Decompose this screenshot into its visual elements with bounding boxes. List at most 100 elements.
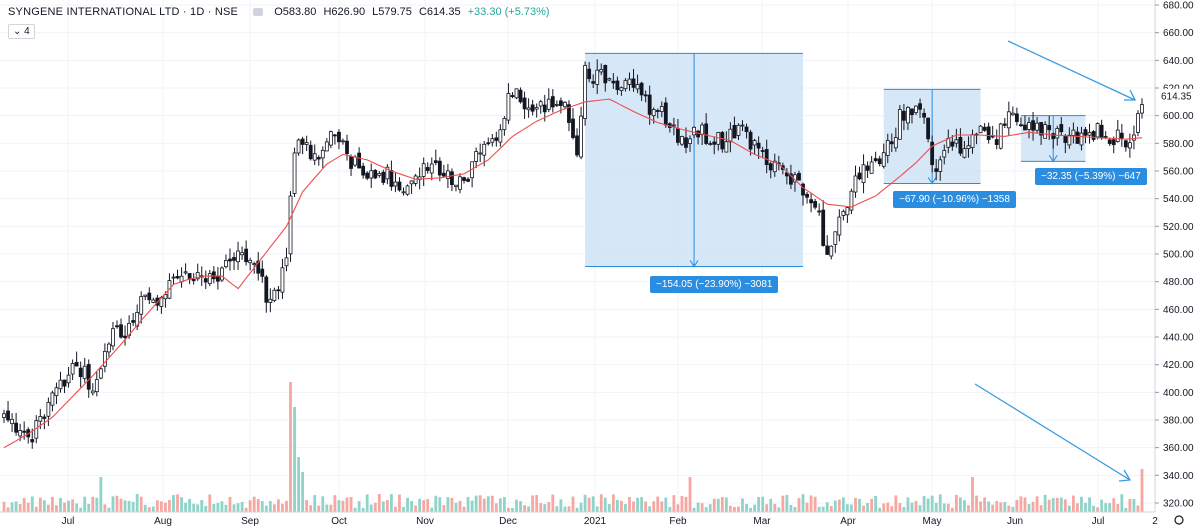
candle-body xyxy=(42,416,47,419)
volume-bar xyxy=(559,499,563,512)
candle-body xyxy=(139,296,144,315)
volume-bar xyxy=(430,507,434,512)
candle-body xyxy=(220,267,224,281)
candle-body xyxy=(1087,132,1092,136)
candle-body xyxy=(143,294,148,297)
volume-bar xyxy=(1043,494,1047,512)
candle-body xyxy=(1079,132,1084,146)
candle-body xyxy=(954,139,959,144)
candle-body xyxy=(337,131,341,143)
annotation-arrow-head xyxy=(1124,89,1137,101)
candle-body xyxy=(732,124,737,139)
candle-body xyxy=(224,260,228,268)
volume-bar xyxy=(850,504,853,512)
price-tick-label: 680.00 xyxy=(1163,1,1194,12)
candle-body xyxy=(381,171,386,183)
price-tick-label: 640.00 xyxy=(1163,56,1194,67)
candle-body xyxy=(712,141,717,145)
candle-body xyxy=(571,118,575,138)
volume-bar xyxy=(357,501,361,512)
candle-body xyxy=(849,190,854,211)
price-tick-label: 320.00 xyxy=(1163,499,1194,510)
volume-bar xyxy=(434,495,438,512)
candle-body xyxy=(1063,135,1068,143)
volume-bar xyxy=(42,500,46,512)
volume-bar xyxy=(216,502,220,512)
volume-bar xyxy=(700,503,704,512)
candle-body xyxy=(454,184,458,187)
volume-bar xyxy=(785,494,789,512)
volume-bar xyxy=(761,496,765,512)
volume-bar xyxy=(6,507,10,512)
volume-bar xyxy=(285,500,288,512)
volume-bar xyxy=(406,497,409,512)
candle-body xyxy=(207,273,212,285)
candle-body xyxy=(276,289,281,292)
volume-bar xyxy=(289,382,292,512)
candle-body xyxy=(316,157,321,160)
candle-body xyxy=(768,163,773,171)
volume-bar xyxy=(632,501,635,512)
volume-bar xyxy=(781,495,785,512)
volume-bar xyxy=(898,503,902,512)
volume-bar xyxy=(1063,499,1067,512)
visibility-icon[interactable] xyxy=(253,8,264,17)
candle-body xyxy=(1075,131,1080,144)
volume-bar xyxy=(135,494,139,512)
candle-body xyxy=(1019,124,1023,127)
volume-bar xyxy=(628,496,631,512)
candle-body xyxy=(102,351,107,367)
volume-bar xyxy=(119,498,123,512)
candle-body xyxy=(671,124,676,127)
volume-bar xyxy=(716,498,720,512)
volume-bar xyxy=(1136,505,1140,512)
volume-bar xyxy=(696,502,700,512)
candle-body xyxy=(119,324,123,338)
volume-bar xyxy=(1096,507,1100,512)
volume-bar xyxy=(83,496,87,512)
candle-body xyxy=(1123,140,1128,148)
volume-bar xyxy=(676,504,680,512)
last-price-bg xyxy=(1156,88,1200,103)
annotation-arrow xyxy=(974,383,1131,481)
candle-body xyxy=(881,152,886,167)
candle-body xyxy=(1055,128,1060,139)
volume-bar xyxy=(866,503,869,512)
candle-body xyxy=(296,139,301,154)
gear-icon[interactable] xyxy=(1174,515,1184,525)
volume-bar xyxy=(946,503,950,512)
volume-bar xyxy=(365,494,369,512)
candle-body xyxy=(349,156,353,169)
volume-bar xyxy=(75,503,79,512)
symbol-title: SYNGENE INTERNATIONAL LTD · 1D · NSE xyxy=(8,6,239,18)
indicators-toggle[interactable]: ⌄ 4 xyxy=(8,24,35,39)
volume-bar xyxy=(712,498,716,512)
volume-bar xyxy=(688,477,692,512)
volume-bar xyxy=(341,500,345,512)
volume-bar xyxy=(402,506,405,512)
candle-body xyxy=(6,410,10,421)
ohlc-close: C614.35 xyxy=(418,6,461,18)
candle-body xyxy=(474,151,479,162)
volume-bar xyxy=(349,497,353,512)
candle-body xyxy=(861,164,866,184)
time-tick-label: May xyxy=(923,516,942,527)
candle-body xyxy=(163,294,168,300)
candle-body xyxy=(619,87,624,92)
candle-body xyxy=(885,139,890,156)
candle-body xyxy=(1136,113,1140,133)
candle-body xyxy=(534,107,539,110)
volume-bar xyxy=(801,494,805,512)
volume-bar xyxy=(63,502,66,512)
candle-body xyxy=(1027,122,1031,130)
candle-body xyxy=(1006,111,1011,129)
candle-body xyxy=(865,165,870,171)
candle-body xyxy=(458,176,462,190)
volume-bar xyxy=(1071,495,1075,512)
candle-body xyxy=(292,152,297,194)
volume-bar xyxy=(196,504,200,512)
volume-bar xyxy=(833,500,837,512)
candle-body xyxy=(611,80,616,84)
volume-bar xyxy=(79,507,83,512)
